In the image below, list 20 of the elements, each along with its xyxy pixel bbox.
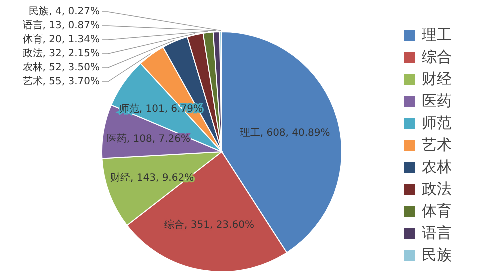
data-label: 综合, 351, 23.60% [164,219,254,232]
legend-label: 农林 [422,158,452,176]
data-label: 农林, 52, 3.50% [22,62,100,74]
data-label: 语言, 13, 0.87% [22,20,100,32]
legend-label: 艺术 [422,136,452,154]
legend-label: 综合 [422,48,452,66]
legend-label: 财经 [422,70,452,88]
data-label: 体育, 20, 1.34% [22,34,100,46]
data-label: 理工, 608, 40.89% [240,128,330,140]
legend-label: 师范 [422,114,452,132]
data-label: 民族, 4, 0.27% [29,6,100,18]
data-label: 政法, 32, 2.15% [22,48,100,60]
legend-label: 理工 [422,26,452,44]
legend-label: 体育 [422,202,452,220]
data-label: 医药, 108, 7.26% [106,132,190,145]
legend-label: 政法 [422,180,452,198]
legend-label: 民族 [422,246,452,264]
legend-label: 医药 [422,92,452,110]
legend-label: 语言 [422,224,452,242]
data-label: 艺术, 55, 3.70% [22,76,100,88]
